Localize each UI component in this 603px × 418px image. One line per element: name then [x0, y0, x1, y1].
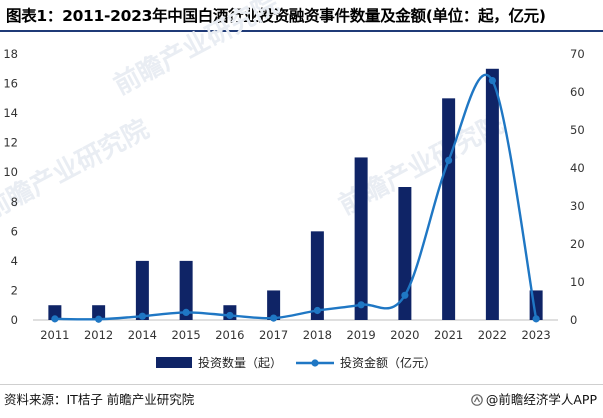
x-axis-tick-label: 2016: [215, 328, 244, 342]
x-axis-tick-label: 2018: [303, 328, 332, 342]
left-axis-tick-label: 14: [3, 106, 18, 120]
left-axis-tick-label: 0: [11, 313, 18, 327]
x-axis-tick-label: 2015: [171, 328, 200, 342]
left-axis-tick-label: 2: [11, 283, 18, 297]
x-axis-tick-label: 2017: [259, 328, 288, 342]
left-axis-tick-label: 4: [11, 254, 18, 268]
bar-series: [48, 68, 543, 321]
bar: [354, 157, 368, 320]
brand-logo-icon: [471, 394, 483, 406]
x-axis-tick-label: 2021: [434, 328, 463, 342]
right-axis-tick-label: 20: [570, 237, 585, 251]
x-axis-tick-label: 2012: [84, 328, 113, 342]
right-axis-tick-label: 10: [570, 275, 585, 289]
footer-divider: [0, 384, 603, 385]
source-note: 资料来源：IT桔子 前瞻产业研究院: [4, 392, 195, 407]
chart-title: 图表1：2011-2023年中国白酒行业投资融资事件数量及金额(单位：起，亿元): [6, 7, 546, 25]
bar: [442, 98, 456, 320]
line-point: [532, 315, 540, 323]
right-axis-tick-label: 60: [570, 85, 585, 99]
line-point: [138, 312, 146, 320]
x-axis-tick-label: 2019: [346, 328, 375, 342]
x-axis-tick-label: 2020: [390, 328, 419, 342]
watermark-text: 前瞻产业研究院: [109, 0, 284, 101]
title-divider: [0, 30, 603, 32]
line-point: [51, 315, 59, 323]
x-axis-tick-label: 2022: [478, 328, 507, 342]
legend: 投资数量（起） 投资金额（亿元）: [156, 355, 436, 370]
line-point: [226, 311, 234, 320]
left-axis-tick-label: 16: [3, 77, 18, 91]
line-point: [357, 301, 365, 309]
left-axis-tick-label: 6: [11, 224, 18, 238]
x-axis-tick-label: 2023: [521, 328, 550, 342]
bar: [135, 260, 149, 320]
right-axis-tick-label: 0: [570, 313, 577, 327]
watermark-text: 前瞻产业研究院: [0, 113, 154, 226]
left-axis-tick-label: 10: [3, 165, 18, 179]
line-point: [270, 314, 278, 322]
x-axis-tick-label: 2014: [128, 328, 157, 342]
brand-text: @前瞻经济学人APP: [485, 392, 597, 407]
bar: [310, 231, 324, 320]
legend-bar-swatch: [156, 357, 192, 368]
right-axis-tick-label: 30: [570, 199, 585, 213]
x-axis-tick-label: 2011: [40, 328, 69, 342]
right-axis-tick-label: 70: [570, 47, 585, 61]
bar: [92, 305, 106, 320]
legend-line-label: 投资金额（亿元）: [340, 355, 436, 370]
line-point: [182, 308, 190, 316]
line-series: [51, 73, 540, 323]
line-point: [488, 77, 496, 85]
legend-bar-label: 投资数量（起）: [198, 355, 282, 370]
line-point: [313, 306, 321, 315]
line-path: [54, 73, 538, 321]
line-point: [401, 291, 409, 299]
bar: [48, 305, 62, 320]
line-point: [445, 156, 453, 164]
right-axis-tick-label: 40: [570, 161, 585, 175]
line-point: [95, 315, 103, 323]
bar: [485, 68, 499, 321]
left-axis-tick-label: 8: [11, 195, 18, 209]
left-axis-tick-label: 18: [3, 47, 18, 61]
bar: [267, 290, 281, 320]
axes: 0 2 4 6 8 10 12 14 16 18 0 10 20 30 40 50 60 70 2011 2012 20…: [3, 47, 584, 342]
brand-credit: @前瞻经济学人APP: [471, 389, 597, 408]
right-axis-tick-label: 50: [570, 123, 585, 137]
left-axis-tick-label: 12: [3, 136, 18, 150]
legend-line-marker: [311, 359, 319, 367]
bar: [179, 260, 193, 320]
